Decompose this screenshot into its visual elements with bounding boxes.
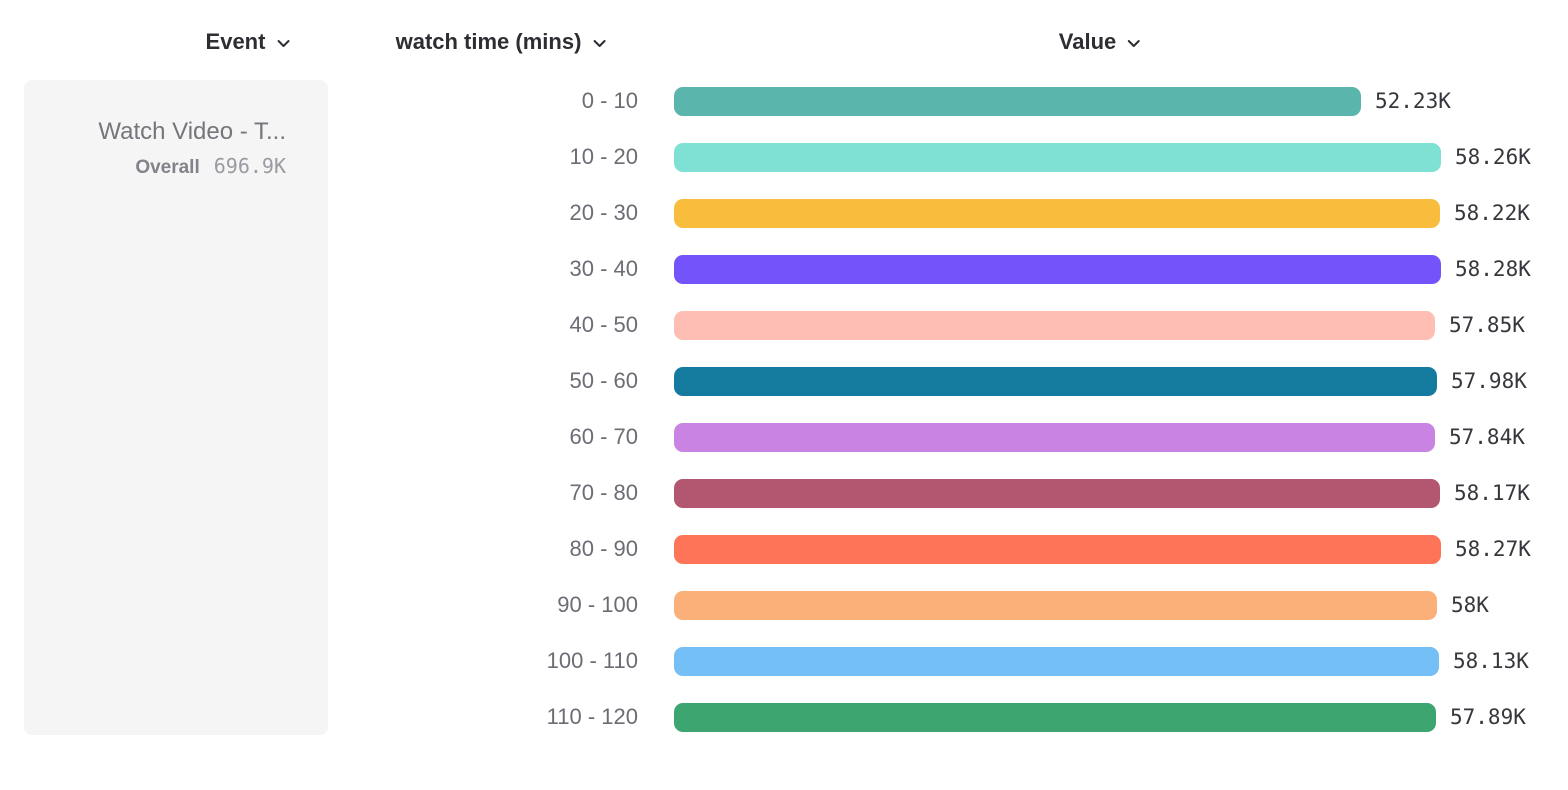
breakdown-column-header[interactable]: watch time (mins) — [396, 29, 607, 55]
category-label: 0 - 10 — [581, 88, 638, 113]
bar-segment[interactable] — [674, 86, 1361, 116]
bar-segment[interactable] — [674, 590, 1437, 620]
chart-row: 40 - 50 57.85K — [0, 297, 1568, 353]
value-label: 58.22K — [1454, 201, 1530, 225]
category-label: 70 - 80 — [569, 480, 639, 505]
chevron-down-icon — [1127, 39, 1141, 48]
bar-segment[interactable] — [674, 310, 1435, 340]
category-label: 60 - 70 — [569, 424, 639, 449]
overall-label: Overall — [135, 157, 200, 178]
category-label: 90 - 100 — [557, 592, 638, 617]
chevron-down-icon — [592, 39, 606, 48]
chart-row: 30 - 40 58.28K — [0, 241, 1568, 297]
chart-row: 110 - 120 57.89K — [0, 689, 1568, 745]
chart-row: 60 - 70 57.84K — [0, 409, 1568, 465]
value-label: 57.85K — [1449, 313, 1525, 337]
value-label: 57.84K — [1449, 425, 1525, 449]
bar-segment[interactable] — [674, 366, 1437, 396]
value-label: 57.98K — [1451, 369, 1527, 393]
category-label: 110 - 120 — [546, 704, 638, 729]
event-card-overall-row: Overall 696.9K — [36, 153, 286, 181]
bar-segment[interactable] — [674, 422, 1435, 452]
value-label: 58.27K — [1455, 537, 1531, 561]
value-label: 58.28K — [1455, 257, 1531, 281]
chart-row: 70 - 80 58.17K — [0, 465, 1568, 521]
chevron-down-icon — [276, 39, 290, 48]
category-label: 10 - 20 — [569, 144, 639, 169]
chart-row: 90 - 100 58K — [0, 577, 1568, 633]
category-label: 50 - 60 — [569, 368, 639, 393]
event-column-header[interactable]: Event — [206, 29, 291, 55]
category-label: 30 - 40 — [569, 256, 639, 281]
breakdown-column-label: watch time (mins) — [395, 29, 582, 54]
event-card[interactable]: Watch Video - T... Overall 696.9K — [24, 80, 328, 735]
bar-segment[interactable] — [674, 142, 1441, 172]
chart-row: 0 - 10 52.23K — [0, 73, 1568, 129]
category-label: 20 - 30 — [569, 200, 639, 225]
overall-value: 696.9K — [213, 154, 286, 178]
chart-row: 10 - 20 58.26K — [0, 129, 1568, 185]
bar-segment[interactable] — [674, 254, 1441, 284]
chart-row: 80 - 90 58.27K — [0, 521, 1568, 577]
value-label: 58.13K — [1453, 649, 1529, 673]
bar-segment[interactable] — [674, 478, 1440, 508]
chart-row: 100 - 110 58.13K — [0, 633, 1568, 689]
value-column-header[interactable]: Value — [1059, 29, 1141, 55]
category-label: 40 - 50 — [569, 312, 639, 337]
event-card-title: Watch Video - T... — [98, 118, 286, 145]
value-label: 52.23K — [1375, 89, 1451, 113]
value-label: 58.17K — [1454, 481, 1530, 505]
category-label: 80 - 90 — [569, 536, 639, 561]
bar-segment[interactable] — [674, 646, 1439, 676]
chart-row: 20 - 30 58.22K — [0, 185, 1568, 241]
bar-segment[interactable] — [674, 198, 1440, 228]
bar-segment[interactable] — [674, 702, 1436, 732]
value-label: 58K — [1451, 593, 1489, 617]
chart-row: 50 - 60 57.98K — [0, 353, 1568, 409]
value-column-label: Value — [1058, 29, 1117, 54]
value-label: 57.89K — [1450, 705, 1526, 729]
bar-chart: 0 - 10 52.23K 10 - 20 58.26K 20 - 30 58.22K 30… — [0, 73, 1568, 745]
value-label: 58.26K — [1455, 145, 1531, 169]
bar-segment[interactable] — [674, 534, 1441, 564]
event-column-label: Event — [205, 29, 266, 54]
category-label: 100 - 110 — [546, 648, 638, 673]
